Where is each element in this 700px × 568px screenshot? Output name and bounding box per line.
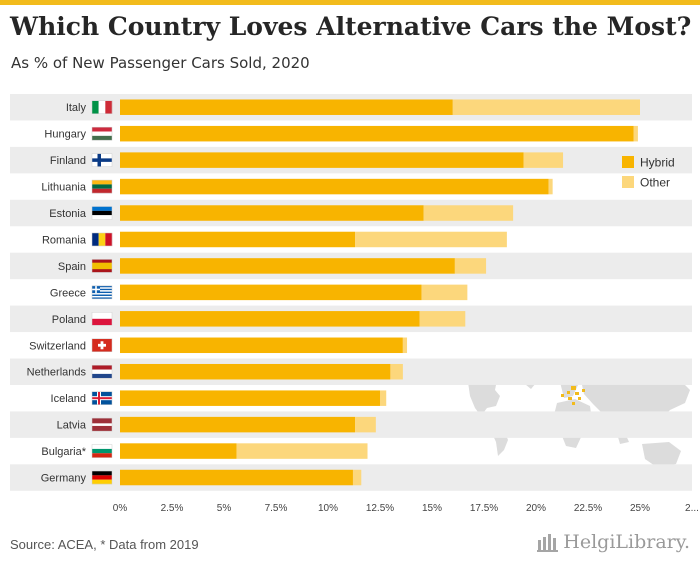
category-label: Italy [66,102,87,114]
category-label: Netherlands [27,367,87,379]
map-highlight-country [578,397,581,400]
bar-other [380,390,387,406]
chart-subtitle: As % of New Passenger Cars Sold, 2020 [11,54,310,72]
map-highlight-country [572,402,575,405]
map-highlight-country [575,392,579,395]
flag-switzerland-icon [91,338,113,353]
category-label: Finland [50,155,86,167]
category-label: Bulgaria* [41,446,86,458]
category-label: Romania [42,234,87,246]
bar-hybrid [120,178,549,195]
flag-romania-icon [91,232,113,247]
x-tick-label: 5% [217,503,232,514]
category-label: Switzerland [29,340,86,352]
bar-hybrid [120,284,422,301]
category-label: Latvia [57,420,87,432]
bar-hybrid [120,125,634,142]
legend-swatch-other [622,176,634,188]
bar-hybrid [120,363,391,380]
bar-hybrid [120,205,424,221]
bar-other [421,284,468,301]
flag-lithuania-icon [91,179,113,194]
bar-other [523,152,564,168]
bar-other [548,178,553,195]
flag-finland-icon [91,153,113,167]
bar-hybrid [120,416,356,433]
legend-label-hybrid: Hybrid [640,156,675,170]
flag-italy-icon [91,100,113,114]
map-highlight-country [582,389,585,392]
x-tick-label: 2... [685,503,699,514]
category-label: Estonia [49,208,87,220]
bar-other [419,311,466,327]
flag-hungary-icon [91,126,113,141]
bar-other [423,205,514,221]
flag-iceland-icon [91,391,113,405]
bar-other [355,416,376,433]
brand-logo: HelgiLibrary. [537,531,690,553]
legend-label-other: Other [640,176,670,190]
category-label: Lithuania [41,182,87,194]
flag-estonia-icon [91,206,113,220]
x-tick-label: 20% [526,503,546,514]
bar-other [355,231,507,248]
bar-other [402,337,408,354]
source-note: Source: ACEA, * Data from 2019 [10,537,199,552]
x-tick-label: 12.5% [366,503,394,514]
map-highlight-country [571,386,576,390]
bar-hybrid [120,152,524,168]
bar-other [236,443,368,459]
bar-hybrid [120,231,356,248]
map-highlight-country [567,391,570,394]
bar-hybrid [120,337,403,354]
x-tick-label: 0% [113,503,128,514]
x-tick-label: 7.5% [265,503,288,514]
flag-greece-icon [91,285,113,300]
bar-hybrid [120,258,455,274]
bar-hybrid [120,469,353,486]
x-tick-label: 17.5% [470,503,498,514]
bar-other [454,258,487,274]
category-label: Iceland [51,393,86,405]
legend-swatch-hybrid [622,156,634,168]
category-label: Spain [58,261,86,273]
bar-hybrid [120,99,453,115]
bar-other [452,99,640,115]
flag-germany-icon [91,470,113,485]
category-label: Germany [41,473,87,485]
map-highlight-country [568,397,572,400]
x-tick-label: 15% [422,503,442,514]
category-label: Poland [52,314,86,326]
map-highlight-country [561,394,564,397]
flag-spain-icon [91,259,113,273]
x-tick-label: 2.5% [161,503,184,514]
library-icon [537,534,559,552]
flag-poland-icon [91,312,113,326]
brand-name: HelgiLibrary. [563,531,690,553]
x-tick-label: 25% [630,503,650,514]
flag-latvia-icon [91,417,113,432]
chart-title: Which Country Loves Alternative Cars the… [10,12,692,41]
category-label: Hungary [44,129,86,141]
legend: Hybrid Other [622,156,675,190]
x-tick-label: 22.5% [574,503,602,514]
top-accent-bar [0,0,700,5]
map-land-shape [642,442,681,468]
bar-other [352,469,362,486]
x-tick-label: 10% [318,503,338,514]
bar-hybrid [120,443,237,459]
bar-other [633,125,638,142]
bar-other [390,363,403,380]
bar-hybrid [120,311,420,327]
flag-bulgaria-icon [91,444,113,458]
flag-netherlands-icon [91,364,113,379]
bar-chart: Italy Hungary Finland Lithuania Estonia Roman… [10,94,699,514]
bar-hybrid [120,390,380,406]
category-label: Greece [50,287,86,299]
